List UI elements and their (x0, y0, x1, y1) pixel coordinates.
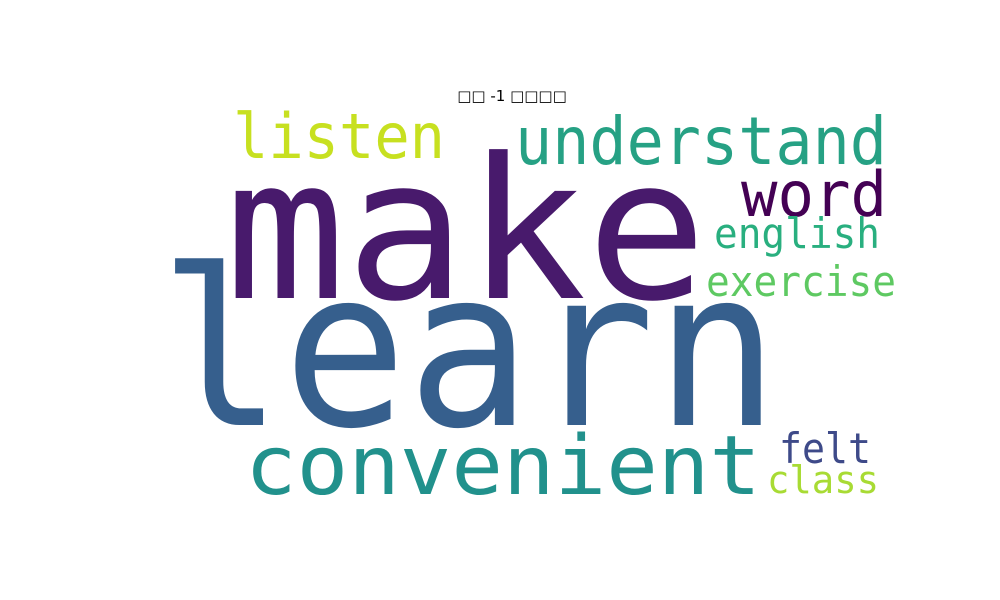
word-english: english (714, 209, 880, 258)
word-cloud-title: □□ -1 □□□□ (457, 87, 567, 105)
word-listen: listen (233, 100, 445, 173)
word-class: class (767, 458, 879, 502)
word-felt: felt (779, 424, 871, 473)
word-word: word (741, 158, 887, 231)
word-understand: understand (515, 103, 887, 180)
word-convenient: convenient (245, 419, 761, 514)
word-exercise: exercise (706, 257, 896, 306)
word-make: make (225, 117, 707, 345)
word-learn: learn (159, 224, 779, 477)
